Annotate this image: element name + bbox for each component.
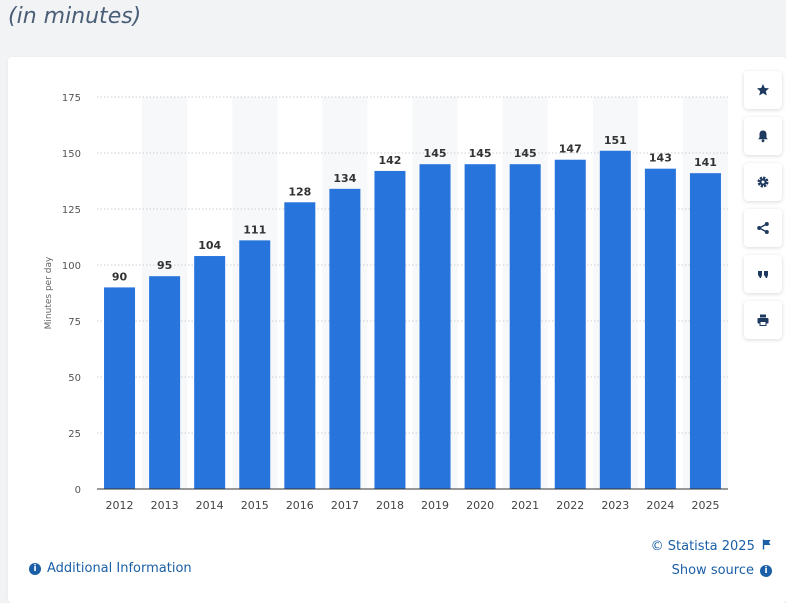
data-label: 128 bbox=[288, 185, 311, 198]
x-tick-label: 2012 bbox=[106, 499, 134, 512]
x-tick-label: 2022 bbox=[556, 499, 584, 512]
y-tick-label: 0 bbox=[75, 485, 81, 496]
y-tick-label: 25 bbox=[68, 429, 81, 440]
bar-2015[interactable] bbox=[239, 240, 271, 489]
cite-button[interactable] bbox=[744, 255, 782, 293]
info-icon: i bbox=[29, 562, 41, 575]
settings-button[interactable] bbox=[744, 163, 782, 201]
star-icon bbox=[757, 84, 769, 96]
bar-2021[interactable] bbox=[509, 164, 541, 489]
data-label: 145 bbox=[514, 147, 537, 160]
x-tick-label: 2023 bbox=[601, 499, 629, 512]
bell-icon bbox=[758, 130, 768, 143]
share-icon bbox=[757, 222, 769, 234]
data-label: 134 bbox=[333, 172, 356, 185]
x-tick-label: 2024 bbox=[646, 499, 674, 512]
bar-2016[interactable] bbox=[284, 202, 316, 489]
x-tick-label: 2015 bbox=[241, 499, 269, 512]
x-tick-label: 2025 bbox=[691, 499, 719, 512]
data-label: 111 bbox=[243, 223, 266, 236]
gear-icon bbox=[757, 176, 769, 188]
favorite-button[interactable] bbox=[744, 71, 782, 109]
credit-text: © Statista 2025 bbox=[650, 539, 755, 554]
y-tick-label: 175 bbox=[62, 93, 81, 104]
flag-icon bbox=[762, 539, 772, 554]
data-label: 143 bbox=[649, 152, 672, 165]
y-tick-label: 50 bbox=[68, 373, 81, 384]
x-tick-label: 2013 bbox=[151, 499, 179, 512]
data-label: 104 bbox=[198, 239, 221, 252]
bar-2019[interactable] bbox=[419, 164, 451, 489]
bar-2017[interactable] bbox=[329, 188, 361, 489]
bar-2022[interactable] bbox=[554, 159, 586, 489]
bar-2013[interactable] bbox=[149, 276, 181, 489]
x-tick-label: 2017 bbox=[331, 499, 359, 512]
info-icon: i bbox=[760, 564, 772, 577]
share-button[interactable] bbox=[744, 209, 782, 247]
y-tick-label: 75 bbox=[68, 317, 81, 328]
x-tick-label: 2020 bbox=[466, 499, 494, 512]
y-tick-label: 150 bbox=[62, 149, 81, 160]
data-label: 147 bbox=[559, 143, 582, 156]
data-label: 145 bbox=[469, 147, 492, 160]
y-axis-label: Minutes per day bbox=[44, 256, 54, 329]
additional-info-label: Additional Information bbox=[47, 561, 192, 576]
x-tick-label: 2019 bbox=[421, 499, 449, 512]
data-label: 141 bbox=[694, 156, 717, 169]
chart-toolbar bbox=[744, 71, 782, 339]
show-source-link[interactable]: Show source i bbox=[672, 563, 772, 578]
statista-credit[interactable]: © Statista 2025 bbox=[651, 539, 772, 554]
y-tick-label: 100 bbox=[62, 261, 81, 272]
x-tick-label: 2021 bbox=[511, 499, 539, 512]
y-tick-label: 125 bbox=[62, 205, 81, 216]
data-label: 95 bbox=[157, 259, 172, 272]
x-tick-label: 2016 bbox=[286, 499, 314, 512]
x-tick-label: 2018 bbox=[376, 499, 404, 512]
additional-info-link[interactable]: i Additional Information bbox=[29, 561, 192, 576]
bar-2018[interactable] bbox=[374, 170, 406, 490]
show-source-label: Show source bbox=[671, 563, 754, 578]
quote-icon bbox=[758, 271, 768, 278]
print-icon bbox=[757, 314, 769, 326]
bar-2020[interactable] bbox=[464, 164, 496, 489]
bar-2023[interactable] bbox=[599, 150, 631, 489]
bar-2024[interactable] bbox=[644, 168, 676, 489]
data-label: 142 bbox=[378, 154, 401, 167]
print-button[interactable] bbox=[744, 301, 782, 339]
data-label: 145 bbox=[424, 147, 447, 160]
data-label: 90 bbox=[112, 270, 128, 283]
data-label: 151 bbox=[604, 134, 627, 147]
bar-2014[interactable] bbox=[194, 256, 226, 489]
bar-2012[interactable] bbox=[104, 287, 136, 489]
page-subtitle: (in minutes) bbox=[8, 4, 142, 29]
x-tick-label: 2014 bbox=[196, 499, 224, 512]
bar-2025[interactable] bbox=[689, 173, 721, 489]
notification-button[interactable] bbox=[744, 117, 782, 155]
